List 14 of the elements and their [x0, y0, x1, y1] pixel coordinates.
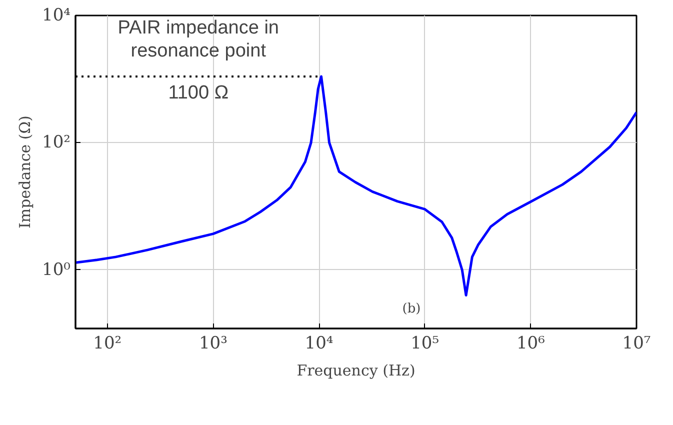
- x-tick-label: 10⁴: [304, 334, 334, 354]
- annotation: (b): [402, 302, 421, 316]
- y-tick-label: 10²: [42, 132, 71, 153]
- x-tick-label: 10³: [198, 334, 228, 354]
- x-axis-title: Frequency (Hz): [296, 362, 416, 380]
- annotation: PAIR impedance in resonance point: [118, 18, 279, 62]
- y-tick-label: 10⁴: [42, 6, 71, 26]
- y-axis-title: Impedance (Ω): [16, 115, 34, 229]
- x-tick-label: 10⁶: [516, 334, 546, 354]
- ref-line-label: 1100 Ω: [168, 82, 229, 104]
- x-tick-label: 10⁷: [622, 334, 651, 354]
- x-tick-label: 10²: [93, 334, 122, 354]
- y-tick-label: 10⁰: [42, 260, 71, 280]
- x-tick-label: 10⁵: [410, 334, 440, 354]
